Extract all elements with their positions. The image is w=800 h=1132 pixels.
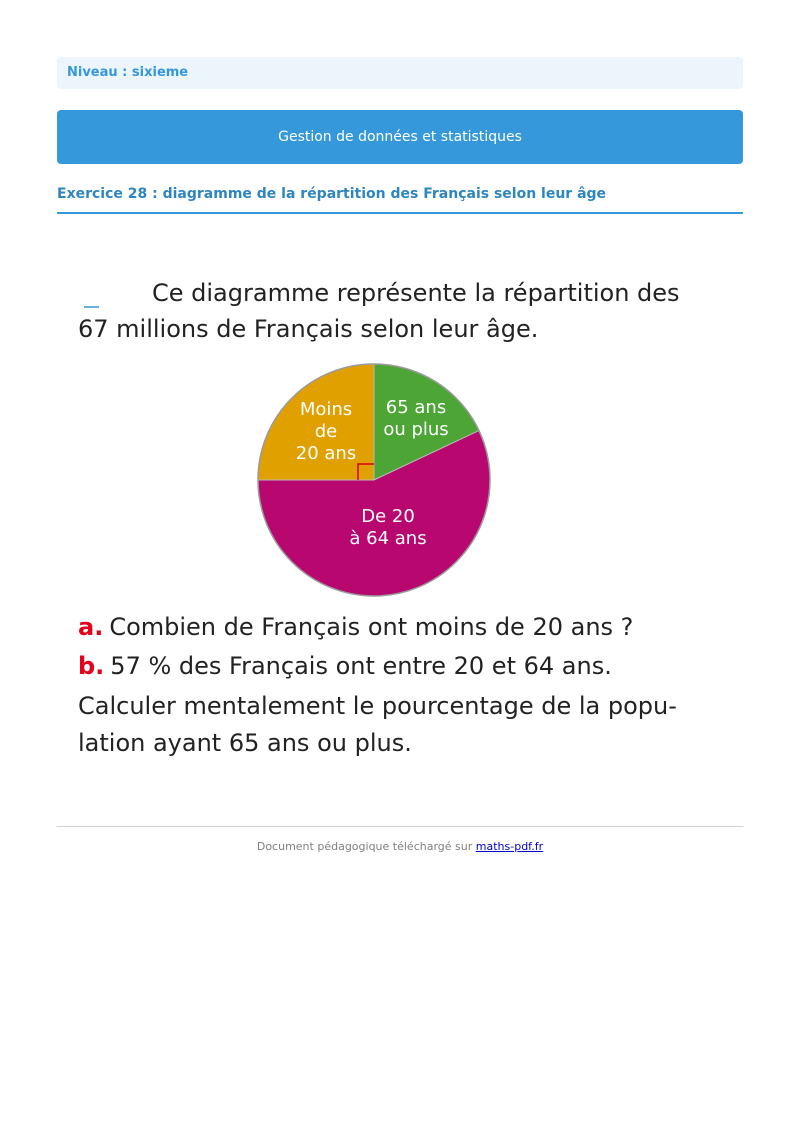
question-b: b. 57 % des Français ont entre 20 et 64 a… (78, 652, 612, 680)
label-under20-line2: de (315, 421, 338, 442)
question-b-marker: b. (78, 652, 104, 680)
instruction-line-2: lation ayant 65 ans ou plus. (78, 729, 412, 757)
label-20to64-line2: à 64 ans (349, 528, 426, 549)
intro-line-1: Ce diagramme représente la répartition d… (152, 279, 680, 307)
footer-divider (57, 826, 743, 827)
banner-title: Gestion de données et statistiques (278, 129, 522, 145)
label-20to64-line1: De 20 (361, 506, 415, 527)
instruction-line-1: Calculer mentalement le pourcentage de l… (78, 692, 677, 720)
pie-outline (257, 363, 491, 597)
question-a-marker: a. (78, 613, 103, 641)
label-under20-line3: 20 ans (296, 443, 356, 464)
exercise-image: Ce diagramme représente la répartition d… (78, 279, 680, 757)
question-b-text: 57 % des Français ont entre 20 et 64 ans… (110, 652, 612, 680)
intro-line-2: 67 millions de Français selon leur âge. (78, 315, 538, 343)
label-65plus-line1: 65 ans (386, 397, 446, 418)
question-a-text: Combien de Français ont moins de 20 ans … (109, 613, 633, 641)
footer-link[interactable]: maths-pdf.fr (475, 840, 544, 853)
right-angle-marker (357, 463, 374, 480)
exercise-title: Exercice 28 : diagramme de la répartitio… (57, 186, 743, 214)
footer-text: Document pédagogique téléchargé sur (256, 840, 473, 853)
level-box: Niveau : sixieme (57, 57, 743, 89)
level-label: Niveau : sixieme (67, 65, 189, 80)
question-a: a. Combien de Français ont moins de 20 an… (78, 613, 633, 641)
footer: Document pédagogique téléchargé sur math… (57, 840, 743, 853)
label-under20-line1: Moins (300, 399, 352, 420)
label-65plus-line2: ou plus (383, 419, 448, 440)
topic-banner: Gestion de données et statistiques (57, 110, 743, 164)
age-pie-chart: Moins de 20 ans 65 ans ou plus De 20 à 6… (257, 363, 491, 597)
